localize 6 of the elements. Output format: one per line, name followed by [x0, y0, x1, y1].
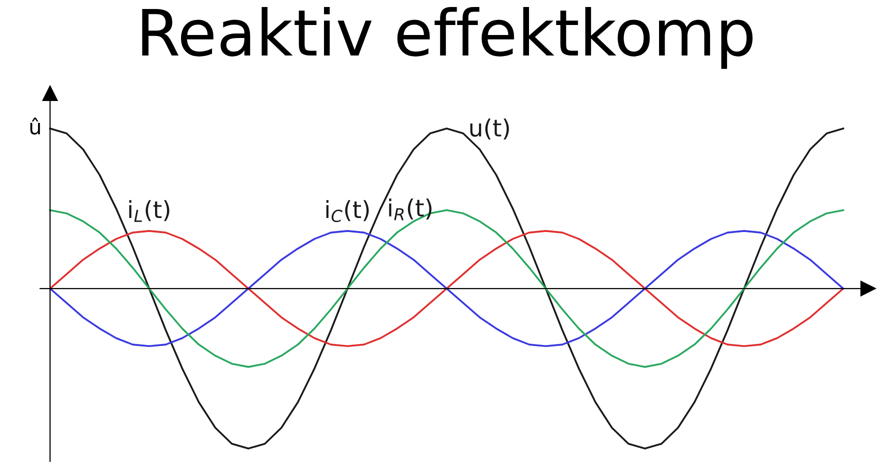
chart-title: Reaktiv effektkomp — [142, 6, 753, 69]
y-axis-title: û — [30, 118, 40, 135]
series-label: i$_{C}$(t) — [326, 200, 369, 222]
series-label: u(t) — [470, 118, 509, 140]
series-label: i$_{R}$(t) — [389, 198, 432, 220]
series-label: i$_{L}$(t) — [129, 200, 170, 222]
